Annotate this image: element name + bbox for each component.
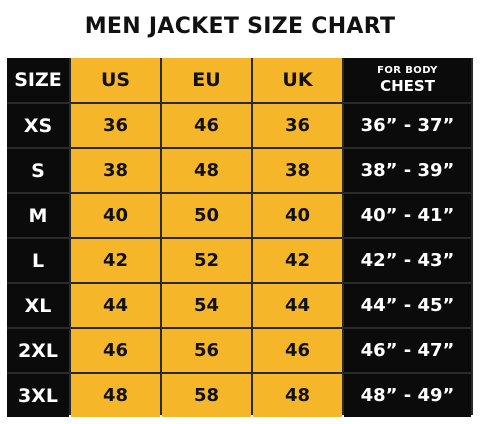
uk-value: 42 (253, 239, 342, 282)
header-chest-small: FOR BODY (377, 65, 438, 76)
chart-title: MEN JACKET SIZE CHART (84, 14, 396, 39)
us-value: 42 (71, 239, 160, 282)
uk-value: 36 (253, 104, 342, 147)
uk-value: 46 (253, 329, 342, 372)
eu-value: 56 (162, 329, 251, 372)
size-label: S (7, 149, 69, 192)
uk-value: 38 (253, 149, 342, 192)
header-uk: UK (253, 58, 342, 102)
uk-value: 48 (253, 374, 342, 417)
chest-value: 44” - 45” (344, 284, 471, 327)
header-us: US (71, 58, 160, 102)
us-value: 46 (71, 329, 160, 372)
chest-value: 40” - 41” (344, 194, 471, 237)
chest-value: 36” - 37” (344, 104, 471, 147)
eu-value: 46 (162, 104, 251, 147)
uk-value: 44 (253, 284, 342, 327)
us-value: 44 (71, 284, 160, 327)
eu-value: 54 (162, 284, 251, 327)
eu-value: 48 (162, 149, 251, 192)
eu-value: 50 (162, 194, 251, 237)
header-size: SIZE (7, 58, 69, 102)
eu-value: 58 (162, 374, 251, 417)
us-value: 36 (71, 104, 160, 147)
chest-value: 38” - 39” (344, 149, 471, 192)
us-value: 38 (71, 149, 160, 192)
size-label: 2XL (7, 329, 69, 372)
header-eu: EU (162, 58, 251, 102)
header-chest-big: CHEST (380, 77, 435, 95)
size-chart-table: SIZE US EU UK FOR BODY CHEST XS 36 46 36… (7, 58, 473, 417)
size-label: XL (7, 284, 69, 327)
size-label: XS (7, 104, 69, 147)
size-label: 3XL (7, 374, 69, 417)
us-value: 40 (71, 194, 160, 237)
chest-value: 42” - 43” (344, 239, 471, 282)
uk-value: 40 (253, 194, 342, 237)
eu-value: 52 (162, 239, 251, 282)
size-label: M (7, 194, 69, 237)
us-value: 48 (71, 374, 160, 417)
size-label: L (7, 239, 69, 282)
chest-value: 48” - 49” (344, 374, 471, 417)
chest-value: 46” - 47” (344, 329, 471, 372)
header-chest: FOR BODY CHEST (344, 58, 471, 102)
